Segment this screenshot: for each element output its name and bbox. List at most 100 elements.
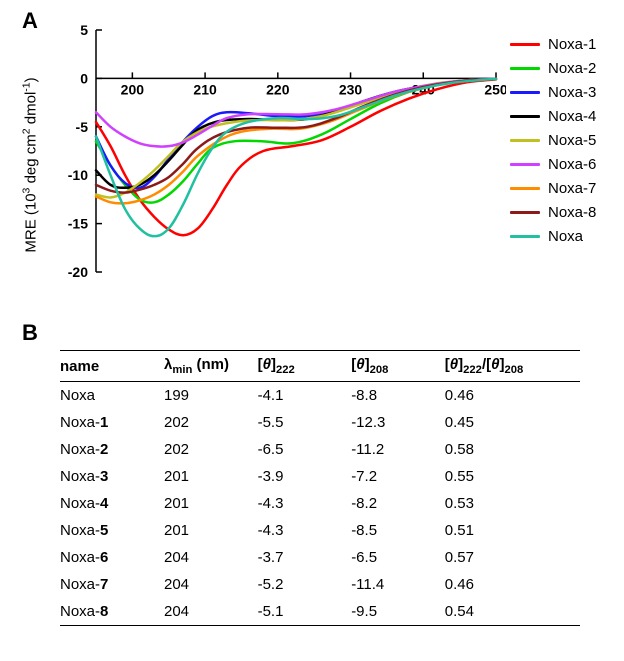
svg-text:230: 230 [339,81,363,97]
table-header-cell: [θ]208 [351,351,445,382]
table-cell: 0.58 [445,436,580,463]
table-cell: 0.45 [445,409,580,436]
table-cell: Noxa-1 [60,409,164,436]
table-cell: -12.3 [351,409,445,436]
legend-item: Noxa-3 [510,84,596,101]
legend-item: Noxa-7 [510,180,596,197]
table-cell: -7.2 [351,463,445,490]
legend-label: Noxa-3 [548,84,596,101]
table-row: Noxa-7204-5.2-11.40.46 [60,571,580,598]
table-header-row: nameλmin (nm)[θ]222[θ]208[θ]222/[θ]208 [60,351,580,382]
table-row: Noxa-8204-5.1-9.50.54 [60,598,580,626]
legend-item: Noxa-1 [510,36,596,53]
legend-label: Noxa-5 [548,132,596,149]
panel-label-b: B [22,320,38,346]
legend-item: Noxa-6 [510,156,596,173]
table-row: Noxa-1202-5.5-12.30.45 [60,409,580,436]
table-cell: -3.9 [258,463,352,490]
table-cell: 202 [164,436,258,463]
table-cell: -8.2 [351,490,445,517]
legend-swatch [510,187,540,190]
table-row: Noxa-3201-3.9-7.20.55 [60,463,580,490]
table-header-cell: λmin (nm) [164,351,258,382]
table-cell: Noxa-6 [60,544,164,571]
table-cell: 0.53 [445,490,580,517]
legend-label: Noxa-1 [548,36,596,53]
panel-label-a: A [22,8,38,34]
table-cell: -4.1 [258,382,352,410]
legend-label: Noxa-7 [548,180,596,197]
legend-swatch [510,43,540,46]
legend-label: Noxa-4 [548,108,596,125]
legend-label: Noxa-6 [548,156,596,173]
legend-item: Noxa-2 [510,60,596,77]
data-table-panel: nameλmin (nm)[θ]222[θ]208[θ]222/[θ]208 N… [60,350,580,626]
svg-text:5: 5 [80,22,88,38]
table-row: Noxa-5201-4.3-8.50.51 [60,517,580,544]
table-cell: 204 [164,571,258,598]
table-cell: 204 [164,598,258,626]
table-cell: -5.1 [258,598,352,626]
svg-text:220: 220 [266,81,290,97]
table-cell: 201 [164,463,258,490]
svg-text:0: 0 [80,70,88,86]
chart-legend: Noxa-1 Noxa-2 Noxa-3 Noxa-4 Noxa-5 Noxa-6 Noxa… [510,36,596,252]
table-cell: -11.2 [351,436,445,463]
table-cell: 0.46 [445,382,580,410]
svg-text:-20: -20 [68,264,88,280]
table-cell: 201 [164,490,258,517]
table-row: Noxa-2202-6.5-11.20.58 [60,436,580,463]
chart-svg: 200210220230240250-20-15-10-505 [38,20,506,310]
table-cell: -4.3 [258,490,352,517]
table-cell: -6.5 [258,436,352,463]
table-cell: Noxa-2 [60,436,164,463]
table-cell: Noxa [60,382,164,410]
table-cell: -3.7 [258,544,352,571]
table-row: Noxa-4201-4.3-8.20.53 [60,490,580,517]
legend-swatch [510,67,540,70]
table-cell: -11.4 [351,571,445,598]
svg-text:250: 250 [484,81,506,97]
legend-item: Noxa-5 [510,132,596,149]
legend-label: Noxa [548,228,583,245]
table-cell: 0.46 [445,571,580,598]
chart-panel: MRE (103 deg cm2 dmol-1) 200210220230240… [38,20,506,310]
table-cell: 0.54 [445,598,580,626]
legend-swatch [510,115,540,118]
legend-item: Noxa [510,228,596,245]
table-cell: -4.3 [258,517,352,544]
table-cell: Noxa-8 [60,598,164,626]
table-row: Noxa199-4.1-8.80.46 [60,382,580,410]
data-table: nameλmin (nm)[θ]222[θ]208[θ]222/[θ]208 N… [60,350,580,626]
svg-text:200: 200 [121,81,145,97]
table-cell: -9.5 [351,598,445,626]
legend-item: Noxa-8 [510,204,596,221]
table-cell: 204 [164,544,258,571]
legend-label: Noxa-8 [548,204,596,221]
svg-text:-10: -10 [68,167,88,183]
table-cell: Noxa-4 [60,490,164,517]
table-cell: 0.51 [445,517,580,544]
table-cell: 201 [164,517,258,544]
legend-swatch [510,91,540,94]
table-cell: Noxa-5 [60,517,164,544]
table-cell: 0.57 [445,544,580,571]
table-cell: -5.5 [258,409,352,436]
table-cell: -5.2 [258,571,352,598]
table-row: Noxa-6204-3.7-6.50.57 [60,544,580,571]
table-cell: 199 [164,382,258,410]
svg-text:210: 210 [193,81,217,97]
table-header-cell: [θ]222 [258,351,352,382]
legend-swatch [510,163,540,166]
table-header-cell: name [60,351,164,382]
svg-text:-5: -5 [76,119,89,135]
legend-swatch [510,211,540,214]
table-cell: Noxa-7 [60,571,164,598]
legend-swatch [510,235,540,238]
table-header-cell: [θ]222/[θ]208 [445,351,580,382]
table-cell: 202 [164,409,258,436]
table-cell: -8.8 [351,382,445,410]
table-cell: Noxa-3 [60,463,164,490]
y-axis-title: MRE (103 deg cm2 dmol-1) [21,77,40,252]
table-cell: -8.5 [351,517,445,544]
